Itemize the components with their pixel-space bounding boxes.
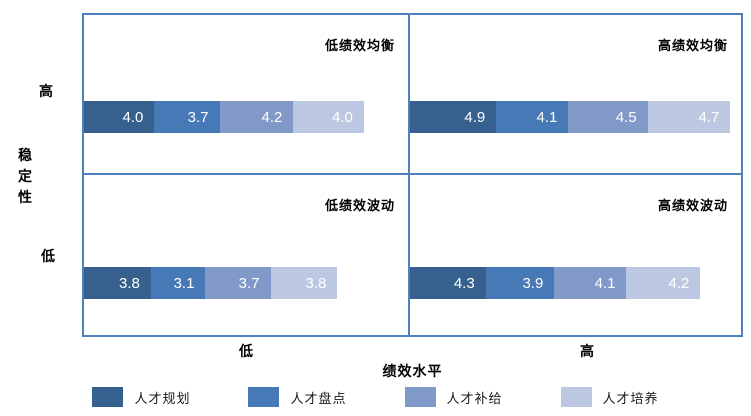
bar-segment-1: 4.3 xyxy=(410,267,486,299)
quadrant-top-left: 低绩效均衡 4.0 3.7 4.2 4.0 xyxy=(84,15,408,173)
legend-swatch xyxy=(92,387,124,407)
legend-label: 人才培养 xyxy=(602,390,659,406)
bar-segment-3: 4.1 xyxy=(554,267,627,299)
bar-segment-4: 3.8 xyxy=(270,267,338,299)
quadrant-bottom-left: 低绩效波动 3.8 3.1 3.7 3.8 xyxy=(84,175,408,335)
quadrant-bottom-right: 高绩效波动 4.3 3.9 4.1 4.2 xyxy=(410,175,741,335)
quadrant-label: 低绩效均衡 xyxy=(324,38,395,53)
y-axis-title: 稳定性 xyxy=(18,147,32,205)
quadrant-divider-horizontal xyxy=(84,173,741,175)
stacked-bar: 4.9 4.1 4.5 4.7 xyxy=(410,101,731,133)
bar-segment-2: 3.1 xyxy=(150,267,206,299)
bar-segment-2: 4.1 xyxy=(496,101,569,133)
bar-segment-1: 4.0 xyxy=(84,101,155,133)
plot-area: 低绩效均衡 4.0 3.7 4.2 4.0 高绩效均衡 4.9 4.1 4.5 4.7 低绩… xyxy=(82,13,743,337)
bar-segment-1: 4.9 xyxy=(410,101,497,133)
bar-segment-3: 4.2 xyxy=(219,101,294,133)
legend-label: 人才补给 xyxy=(446,390,503,406)
stacked-bar: 4.3 3.9 4.1 4.2 xyxy=(410,267,701,299)
quadrant-label: 高绩效均衡 xyxy=(657,38,728,53)
bar-segment-2: 3.7 xyxy=(154,101,220,133)
quadrant-label: 低绩效波动 xyxy=(324,198,395,213)
legend-item: 人才补给 xyxy=(404,387,503,407)
x-axis-tick-high: 高 xyxy=(580,343,594,359)
bar-segment-1: 3.8 xyxy=(84,267,151,299)
bar-segment-4: 4.0 xyxy=(293,101,364,133)
bar-segment-4: 4.2 xyxy=(626,267,701,299)
y-axis-tick-high: 高 xyxy=(39,83,53,99)
legend-item: 人才盘点 xyxy=(248,387,346,407)
quadrant-top-right: 高绩效均衡 4.9 4.1 4.5 4.7 xyxy=(410,15,741,173)
bar-segment-4: 4.7 xyxy=(647,101,731,133)
legend-item: 人才培养 xyxy=(560,387,659,407)
legend-label: 人才规划 xyxy=(134,390,191,406)
legend-swatch xyxy=(404,387,436,407)
bar-segment-3: 4.5 xyxy=(568,101,648,133)
x-axis-title: 绩效水平 xyxy=(382,363,443,379)
legend-item: 人才规划 xyxy=(92,387,190,407)
stacked-bar: 3.8 3.1 3.7 3.8 xyxy=(84,267,338,299)
legend-swatch xyxy=(560,387,592,407)
stacked-bar: 4.0 3.7 4.2 4.0 xyxy=(84,101,364,133)
bar-segment-2: 3.9 xyxy=(485,267,555,299)
quadrant-divider-vertical xyxy=(408,15,410,335)
x-axis-tick-low: 低 xyxy=(239,343,253,359)
y-axis-tick-low: 低 xyxy=(41,248,55,264)
quadrant-label: 高绩效波动 xyxy=(657,198,728,213)
legend-swatch xyxy=(248,387,280,407)
legend: 人才规划 人才盘点 人才补给 人才培养 xyxy=(0,387,751,407)
bar-segment-3: 3.7 xyxy=(205,267,271,299)
legend-label: 人才盘点 xyxy=(290,390,347,406)
